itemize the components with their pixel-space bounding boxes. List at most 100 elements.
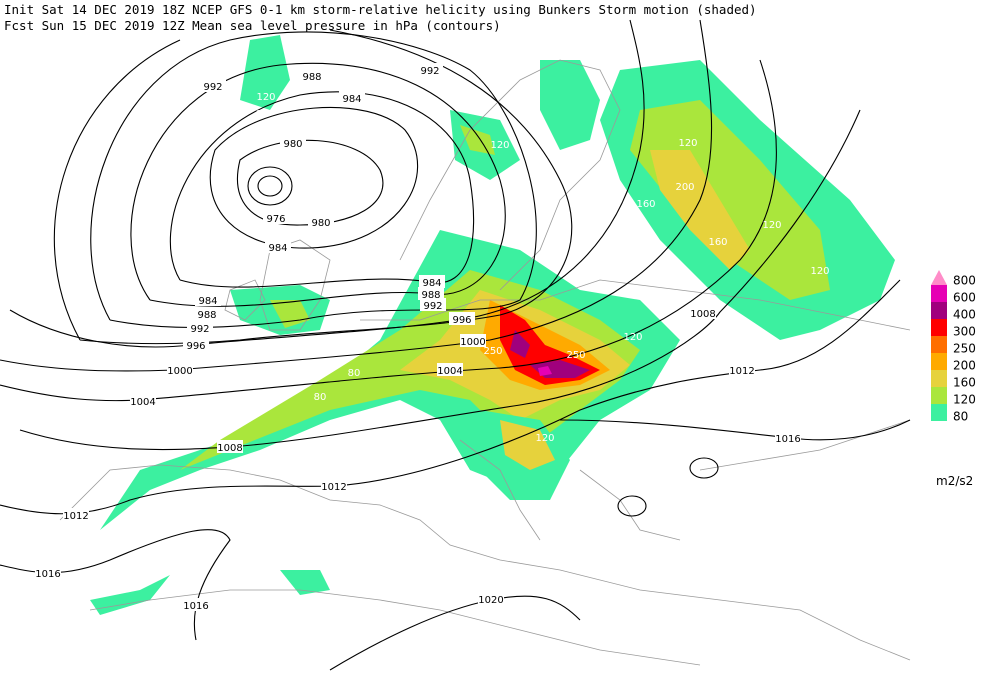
- isobar: [0, 59, 777, 402]
- legend-swatch: [931, 302, 947, 319]
- contour-label-bg: [265, 240, 291, 253]
- contour-label-bg: [167, 363, 193, 376]
- contour-label-bg: [449, 312, 475, 325]
- shading-label: 80: [314, 392, 327, 403]
- contour-label-bg: [195, 293, 221, 306]
- contour-label: 996: [452, 315, 471, 326]
- contour-label-bg: [775, 431, 801, 444]
- shaded-area: [540, 60, 600, 150]
- legend-swatch: [931, 319, 947, 336]
- contour-label-bg: [419, 275, 445, 288]
- contour-label: 992: [423, 301, 442, 312]
- legend-label: 80: [953, 410, 968, 424]
- legend-swatch: [931, 270, 947, 285]
- contour-label: 1008: [690, 309, 715, 320]
- isobar: [236, 139, 384, 226]
- isobar: [0, 19, 713, 372]
- coastline: [399, 59, 621, 291]
- contour-label-bg: [183, 598, 209, 611]
- contour-label-bg: [308, 215, 334, 228]
- legend-label: 120: [953, 393, 976, 407]
- contour-label-bg: [437, 363, 463, 376]
- helicity-shading: [90, 35, 895, 615]
- shaded-area: [280, 570, 330, 595]
- shading-label: 200: [675, 182, 694, 193]
- contour-label: 988: [302, 72, 321, 83]
- shaded-area: [650, 150, 750, 270]
- legend-label: 600: [953, 291, 976, 305]
- contour-label-bg: [130, 394, 156, 407]
- contour-label-bg: [417, 63, 443, 76]
- contour-label: 1004: [437, 366, 462, 377]
- legend-unit: m2/s2: [936, 474, 973, 488]
- legend-label: 300: [953, 325, 976, 339]
- legend-swatch: [931, 387, 947, 404]
- coastline: [259, 239, 331, 331]
- contour-label: 984: [198, 296, 217, 307]
- contour-label-bg: [321, 479, 347, 492]
- contour-label: 984: [268, 243, 287, 254]
- shading-label: 120: [490, 140, 509, 151]
- isobar: [247, 166, 293, 206]
- contour-label-bg: [299, 69, 325, 82]
- isobar: [209, 106, 419, 249]
- contour-label: 976: [266, 214, 285, 225]
- coastlines: [59, 59, 911, 666]
- legend-label: 160: [953, 376, 976, 390]
- header-line: Fcst Sun 15 DEC 2019 12Z Mean sea level …: [4, 18, 501, 33]
- contour-label-bg: [200, 79, 226, 92]
- legend-swatch: [931, 285, 947, 302]
- shading-label: 80: [256, 109, 269, 120]
- legend-label: 800: [953, 274, 976, 288]
- shading-label: 120: [256, 92, 275, 103]
- contour-label-bg: [478, 592, 504, 605]
- contour-label: 1000: [460, 337, 485, 348]
- shading-label: 120: [623, 332, 642, 343]
- shading-label: 120: [535, 433, 554, 444]
- contour-label-bg: [729, 363, 755, 376]
- contour-label-bg: [187, 321, 213, 334]
- contour-label-bg: [339, 91, 365, 104]
- contour-label: 1012: [321, 482, 346, 493]
- shading-label: 160: [636, 199, 655, 210]
- isobar: [19, 109, 861, 451]
- legend-swatch: [931, 353, 947, 370]
- coastline: [459, 419, 911, 541]
- shading-labels: 120 80 160 200 160 120 120 120 250 250 120 120 80 80 1…: [256, 92, 830, 444]
- legend: 800 600 400 300 250 200 160 120 80: [931, 270, 976, 424]
- legend-swatch: [931, 404, 947, 421]
- contour-label: 988: [421, 290, 440, 301]
- isobar: [617, 495, 647, 517]
- shaded-area: [90, 575, 170, 615]
- shaded-area: [500, 420, 555, 470]
- contour-label: 984: [422, 278, 441, 289]
- legend-label: 200: [953, 359, 976, 373]
- legend-swatch: [931, 336, 947, 353]
- shaded-area: [510, 330, 530, 358]
- isobar: [257, 175, 283, 197]
- isobar: [53, 29, 573, 345]
- contour-label-bg: [263, 211, 289, 224]
- shading-label: 250: [566, 350, 585, 361]
- isobar: [0, 279, 901, 515]
- contour-label: 1008: [217, 443, 242, 454]
- legend-label: 250: [953, 342, 976, 356]
- contour-label-bg: [280, 136, 306, 149]
- contour-label: 1016: [775, 434, 800, 445]
- shaded-area: [538, 366, 552, 376]
- contour-label: 984: [342, 94, 361, 105]
- contour-label-bg: [183, 338, 209, 351]
- contour-label-bg: [460, 334, 486, 347]
- contour-label: 980: [283, 139, 302, 150]
- contour-label: 1004: [130, 397, 155, 408]
- shading-label: 80: [348, 368, 361, 379]
- shaded-area: [270, 300, 310, 328]
- shaded-area: [240, 35, 290, 110]
- contour-label: 992: [420, 66, 439, 77]
- coastline: [89, 589, 701, 666]
- contour-label: 992: [203, 82, 222, 93]
- isobar: [689, 457, 719, 479]
